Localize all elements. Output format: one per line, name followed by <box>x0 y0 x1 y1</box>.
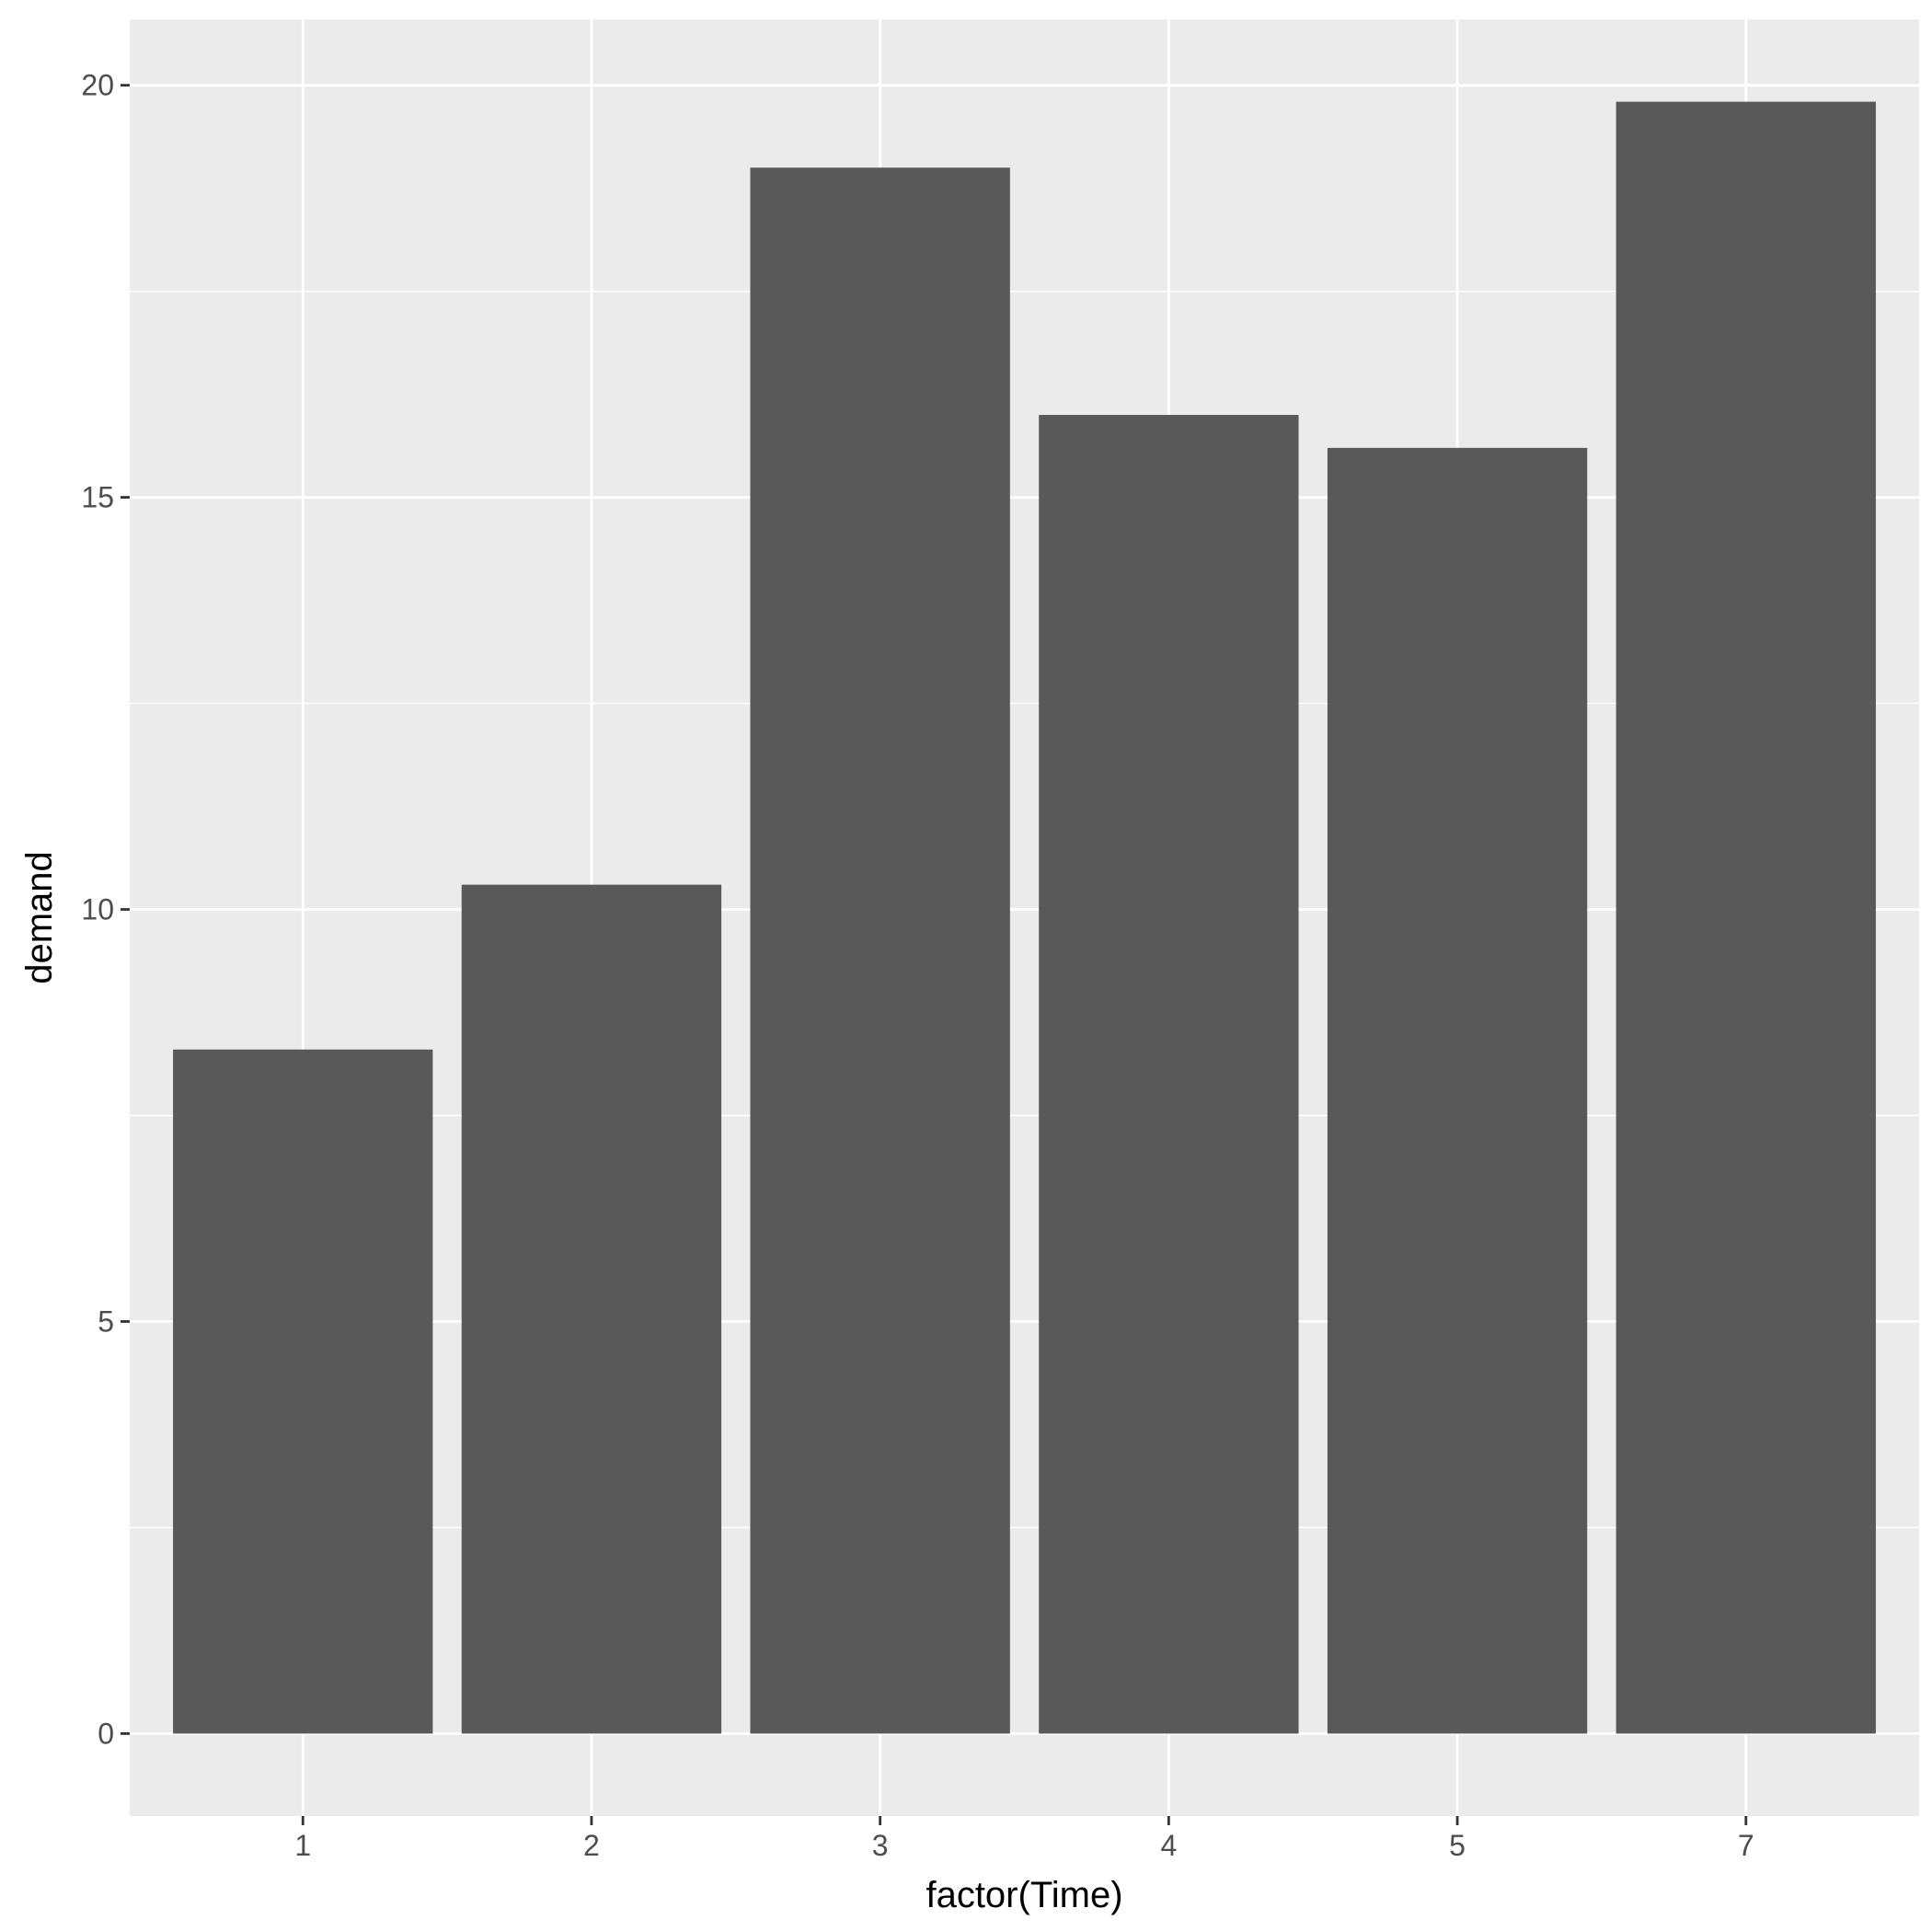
x-tick-label: 3 <box>872 1829 889 1862</box>
y-axis: 0 5 10 15 20 <box>81 69 130 1750</box>
bar <box>1039 415 1299 1734</box>
x-tick-label: 5 <box>1449 1829 1466 1862</box>
y-tick-label: 0 <box>98 1717 114 1750</box>
bars <box>173 101 1876 1734</box>
x-axis: 1 2 3 4 5 7 <box>294 1816 1754 1862</box>
y-tick-label: 10 <box>81 893 114 926</box>
bar <box>173 1049 433 1734</box>
x-tick-label: 1 <box>294 1829 311 1862</box>
x-tick-label: 4 <box>1160 1829 1177 1862</box>
bar <box>1327 447 1588 1734</box>
y-tick-label: 15 <box>81 481 114 514</box>
bar <box>1616 101 1876 1734</box>
y-tick-label: 5 <box>98 1305 114 1338</box>
bar <box>750 167 1010 1734</box>
x-tick-label: 7 <box>1738 1829 1754 1862</box>
y-tick-label: 20 <box>81 69 114 102</box>
x-axis-title: factor(Time) <box>926 1875 1122 1915</box>
bar <box>461 884 722 1734</box>
x-tick-label: 2 <box>583 1829 600 1862</box>
y-axis-title: demand <box>19 851 60 984</box>
